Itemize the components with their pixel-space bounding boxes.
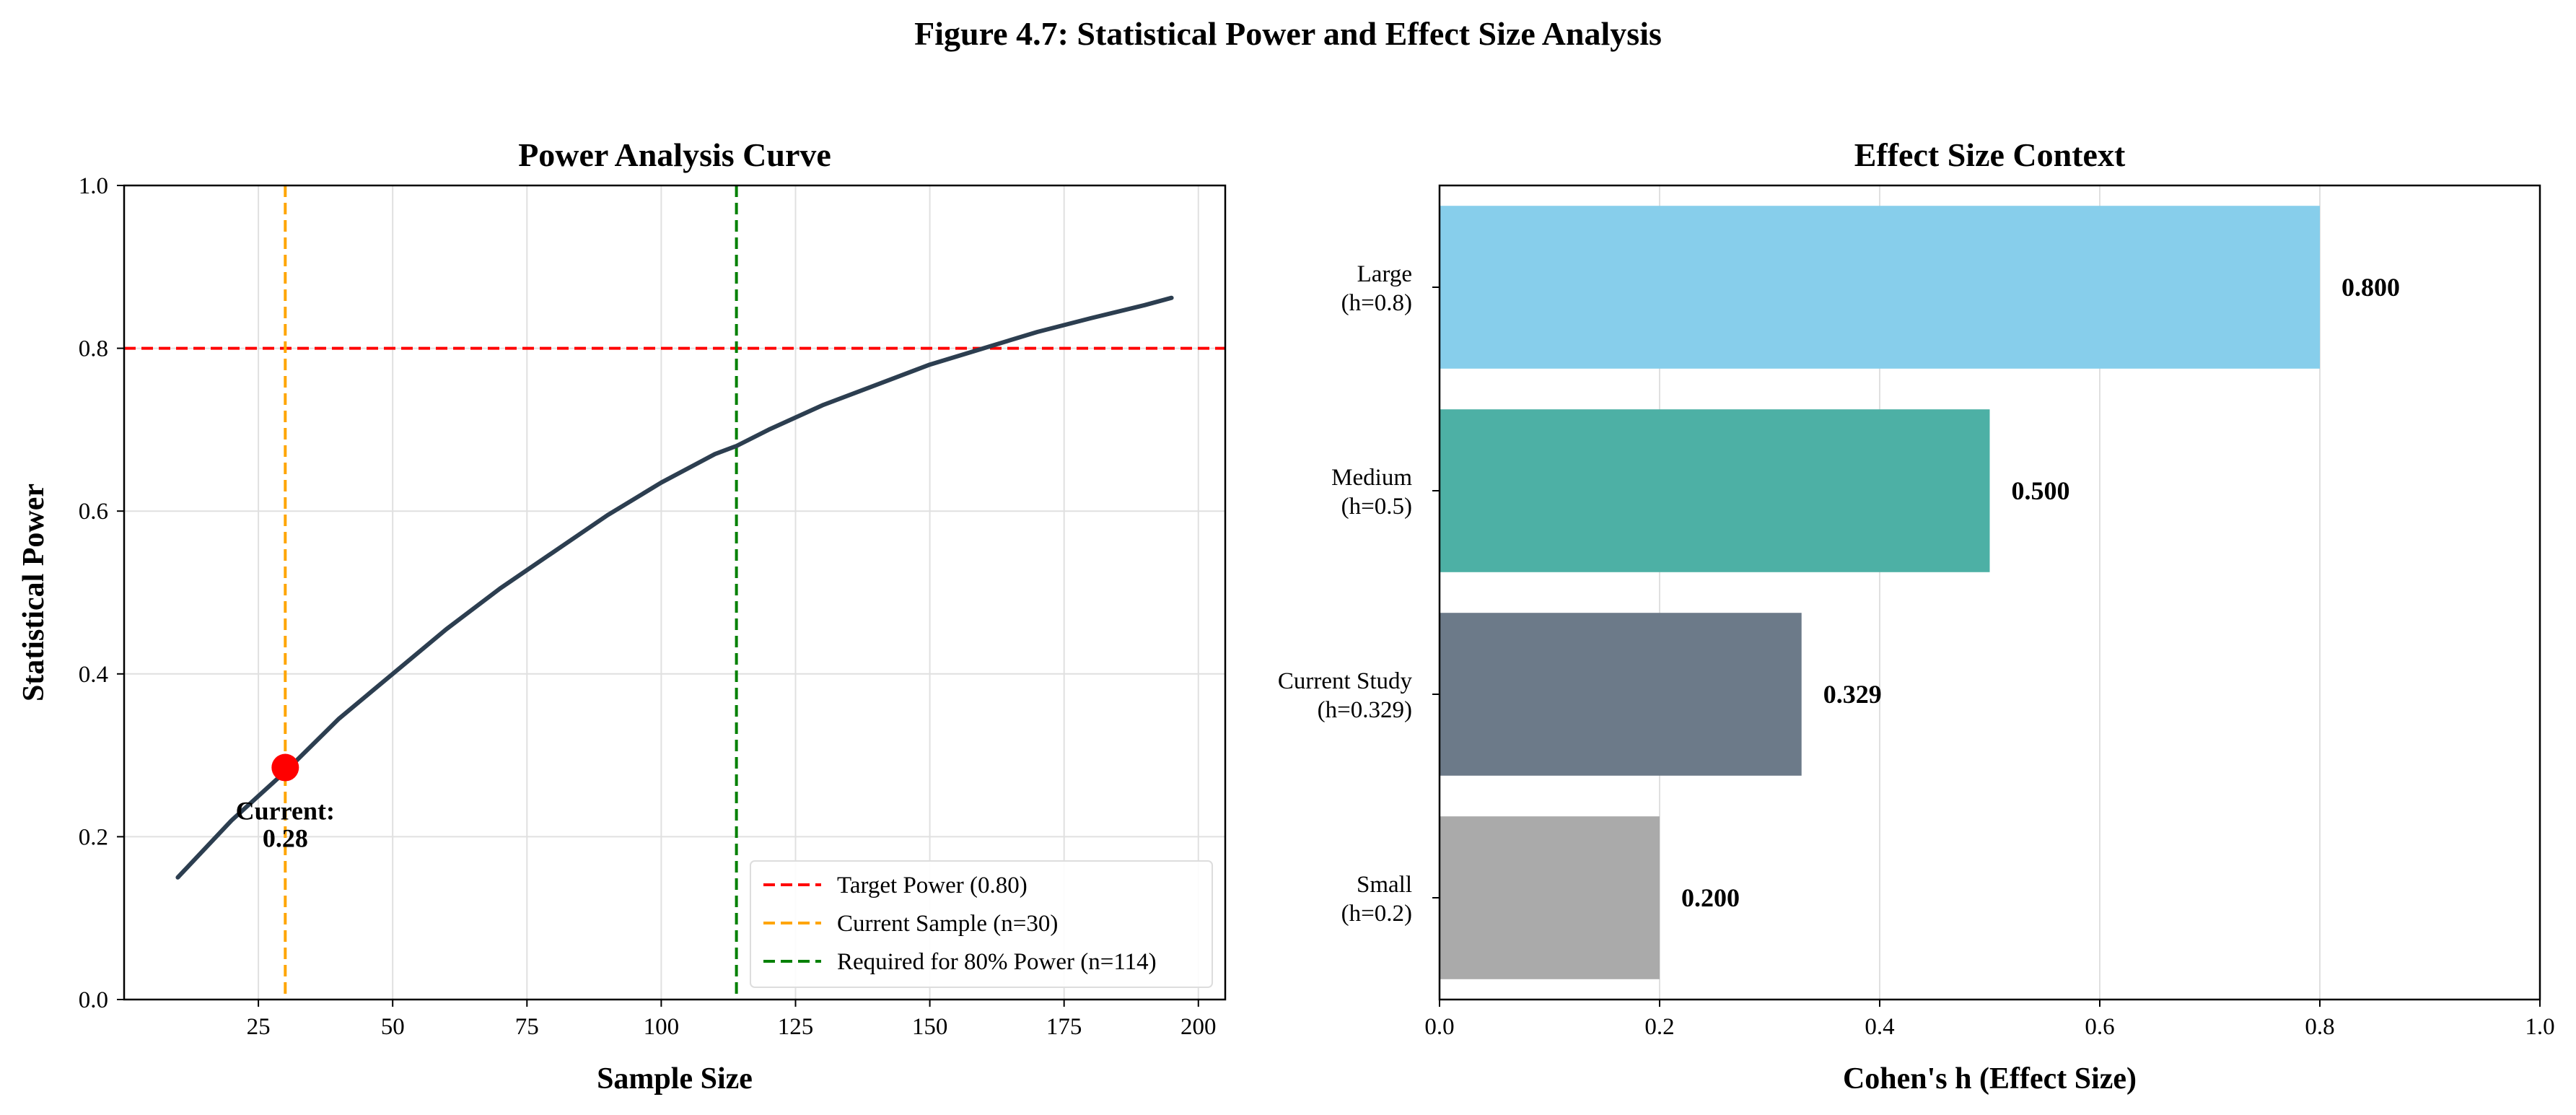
x-axis-label: Cohen's h (Effect Size) (1843, 1062, 2137, 1096)
x-tick-label: 150 (912, 1014, 948, 1040)
x-tick-label: 25 (247, 1014, 271, 1040)
bar-value-label: 0.500 (2012, 476, 2070, 505)
x-tick-label: 175 (1046, 1014, 1082, 1040)
x-tick-label: 75 (515, 1014, 539, 1040)
category-label: Current Study (1278, 668, 1413, 694)
x-tick-label: 0.0 (1424, 1014, 1454, 1040)
power-curve-line (175, 295, 1174, 880)
category-sublabel: (h=0.5) (1341, 494, 1412, 520)
bar-value-label: 0.329 (1823, 680, 1882, 709)
legend-entry: Target Power (0.80) (837, 873, 1028, 898)
legend-box (750, 860, 1213, 988)
x-tick-label: 100 (644, 1014, 680, 1040)
y-tick-label: 0.8 (79, 336, 108, 362)
chart-title: Effect Size Context (1854, 136, 2126, 173)
category-label: Small (1357, 872, 1412, 898)
legend-entry: Current Sample (n=30) (837, 911, 1058, 937)
x-tick-label: 200 (1180, 1014, 1217, 1040)
y-tick-label: 1.0 (79, 173, 108, 199)
plot-frame (1438, 184, 2541, 1001)
category-label: Large (1357, 261, 1412, 287)
x-tick-label: 50 (381, 1014, 405, 1040)
legend-entry: Required for 80% Power (n=114) (837, 949, 1157, 975)
y-tick-label: 0.4 (79, 662, 108, 688)
current-power-label: Current: (236, 797, 335, 826)
category-sublabel: (h=0.2) (1341, 901, 1412, 927)
figure-title: Figure 4.7: Statistical Power and Effect… (914, 15, 1662, 52)
x-axis-label: Sample Size (597, 1062, 753, 1096)
y-tick-label: 0.0 (79, 987, 108, 1013)
chart-title: Power Analysis Curve (518, 136, 831, 173)
category-label: Medium (1331, 465, 1412, 491)
category-sublabel: (h=0.329) (1318, 697, 1412, 723)
power-analysis-chart: Current:0.28 25 50 75 100 125 150 175 200 0.0 0.2 0… (17, 136, 1227, 1096)
bar (1440, 613, 1802, 776)
bar (1440, 206, 2320, 369)
x-tick-label: 0.8 (2305, 1014, 2334, 1040)
x-tick-label: 0.2 (1644, 1014, 1674, 1040)
y-tick-label: 0.6 (79, 499, 108, 525)
x-tick-label: 1.0 (2525, 1014, 2554, 1040)
plot-frame (123, 184, 1227, 1001)
category-sublabel: (h=0.8) (1341, 290, 1412, 316)
current-power-marker (271, 753, 299, 782)
bar (1440, 816, 1660, 979)
x-tick-label: 125 (778, 1014, 814, 1040)
effect-size-chart: 0.800 Large (h=0.8) 0.500 Medium (h=0.5) 0.329… (1278, 136, 2555, 1096)
bar (1440, 409, 1990, 572)
current-power-value: 0.28 (263, 824, 308, 853)
x-tick-label: 0.4 (1865, 1014, 1894, 1040)
y-axis-label: Statistical Power (17, 484, 51, 701)
bar-value-label: 0.800 (2341, 273, 2400, 302)
x-tick-label: 0.6 (2085, 1014, 2114, 1040)
y-tick-label: 0.2 (79, 824, 108, 850)
bar-value-label: 0.200 (1681, 883, 1740, 912)
